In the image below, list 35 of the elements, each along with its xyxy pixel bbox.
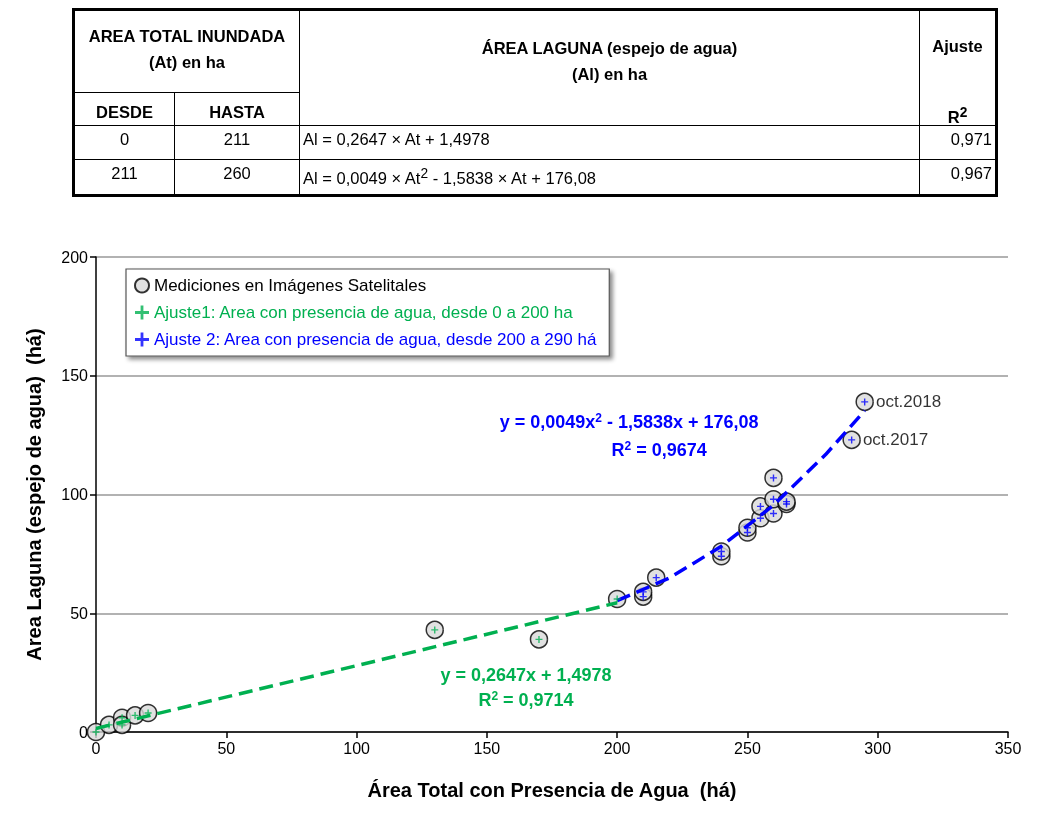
text: 211 bbox=[223, 130, 251, 148]
data-label: oct.2017 bbox=[862, 430, 929, 450]
text: R$^{2}$ bbox=[947, 104, 968, 126]
x-tick-label: 200 bbox=[603, 739, 631, 757]
legend-label: Ajuste 2: Area con presencia de agua, desde 200 a 290 há bbox=[154, 330, 597, 349]
legend-label: Ajuste1: Area con presencia de agua, desde 0 a 200 ha bbox=[154, 303, 574, 322]
x-tick-label: 350 bbox=[994, 739, 1022, 757]
y-tick-label: 50 bbox=[70, 604, 89, 622]
y-tick-label: 200 bbox=[61, 248, 89, 266]
x-tick-label: 250 bbox=[734, 739, 761, 757]
text: AREA TOTAL INUNDADA (At) en ha bbox=[88, 27, 286, 71]
annotation: y = 0,2647x + 1,4978 bbox=[440, 665, 612, 686]
text: HASTA bbox=[209, 103, 265, 121]
data-label: oct.2018 bbox=[875, 392, 942, 412]
x-tick-label: 0 bbox=[91, 739, 101, 757]
text: 0,971 bbox=[950, 130, 992, 148]
y-axis-title: Area Laguna (espejo de agua) (há) bbox=[23, 328, 45, 661]
x-tick-label: 100 bbox=[343, 739, 371, 757]
text: DESDE bbox=[96, 103, 153, 121]
legend-label: Mediciones en Imágenes Satelitales bbox=[154, 276, 427, 295]
x-axis-title: Área Total con Presencia de Agua (há) bbox=[367, 779, 737, 801]
text: Al = 0,0049 × At$^{2}$ - 1,5838 × At + 176,08 bbox=[303, 165, 596, 187]
text: ÁREA LAGUNA (espejo de agua) (Al) en ha bbox=[481, 39, 738, 83]
text: 211 bbox=[111, 164, 138, 182]
text: 0 bbox=[119, 130, 130, 148]
y-tick-label: 150 bbox=[61, 367, 89, 385]
text: Ajuste bbox=[932, 37, 983, 55]
text: 0,967 bbox=[950, 164, 992, 182]
x-tick-label: 150 bbox=[473, 739, 501, 757]
x-tick-label: 300 bbox=[864, 739, 892, 757]
text: Al = 0,2647 × At + 1,4978 bbox=[303, 130, 490, 148]
text: 260 bbox=[223, 164, 251, 182]
y-tick-label: 0 bbox=[79, 723, 89, 741]
y-tick-label: 100 bbox=[61, 486, 89, 503]
x-tick-label: 50 bbox=[217, 739, 236, 757]
